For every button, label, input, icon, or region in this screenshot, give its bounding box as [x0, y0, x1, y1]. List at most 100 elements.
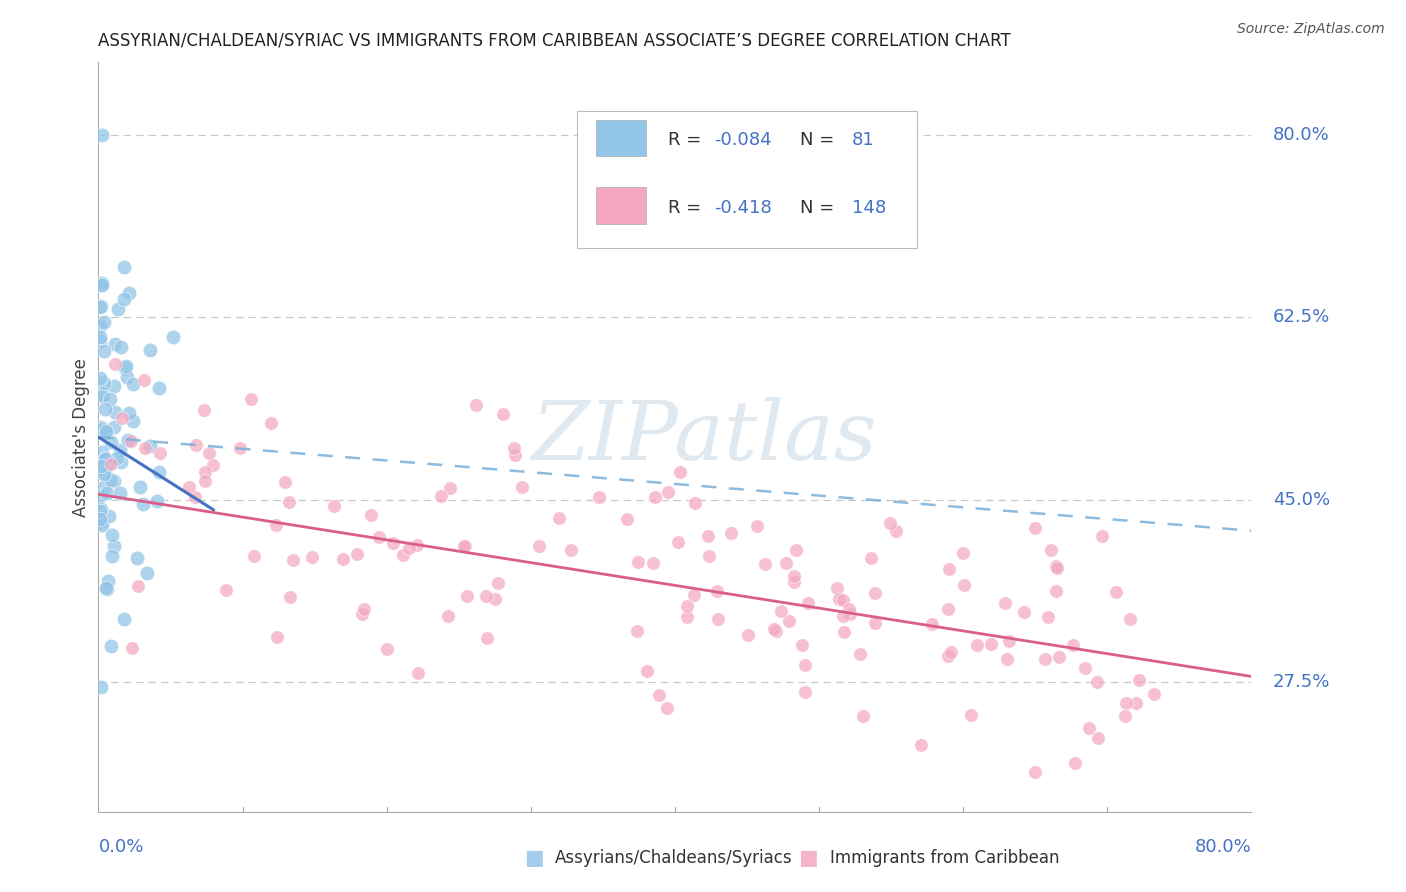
Text: R =: R =	[668, 131, 707, 150]
Point	[93, 480, 115, 494]
Point	[910, 738, 932, 752]
Point	[91, 422, 114, 436]
Point	[1033, 652, 1056, 666]
Point	[193, 403, 215, 417]
Text: 45.0%: 45.0%	[1272, 491, 1330, 508]
Point	[863, 615, 886, 630]
Text: -0.084: -0.084	[714, 131, 772, 150]
Point	[346, 547, 368, 561]
Point	[627, 555, 650, 569]
Point	[139, 343, 162, 357]
Point	[952, 577, 974, 591]
Point	[454, 539, 477, 553]
Point	[136, 566, 159, 581]
Point	[132, 374, 155, 388]
Point	[112, 292, 135, 306]
FancyBboxPatch shape	[576, 112, 917, 248]
Point	[89, 330, 111, 344]
Point	[765, 624, 787, 638]
Point	[94, 451, 117, 466]
Point	[849, 648, 872, 662]
Point	[851, 709, 873, 723]
Point	[91, 276, 114, 290]
Point	[112, 612, 135, 626]
Point	[93, 316, 115, 330]
Point	[486, 576, 509, 591]
Point	[995, 652, 1018, 666]
Point	[1046, 561, 1069, 575]
Point	[103, 420, 125, 434]
Point	[111, 410, 134, 425]
Point	[794, 685, 817, 699]
Point	[96, 581, 118, 595]
Point	[89, 277, 111, 292]
Point	[886, 524, 908, 538]
Point	[1125, 696, 1147, 710]
Point	[93, 343, 115, 358]
Point	[966, 638, 988, 652]
Point	[778, 614, 800, 628]
Point	[1105, 584, 1128, 599]
Point	[93, 450, 115, 465]
Point	[1045, 558, 1067, 573]
Point	[89, 504, 111, 518]
Point	[110, 340, 132, 354]
Point	[453, 540, 475, 554]
Point	[1045, 584, 1067, 599]
Point	[676, 599, 699, 614]
Point	[769, 604, 792, 618]
Point	[484, 592, 506, 607]
Point	[1114, 709, 1136, 723]
Point	[952, 546, 974, 560]
Point	[89, 512, 111, 526]
Point	[91, 444, 114, 458]
Point	[90, 128, 112, 143]
Point	[685, 496, 707, 510]
Text: N =: N =	[800, 131, 841, 150]
Point	[1074, 661, 1097, 675]
Point	[430, 489, 453, 503]
Point	[720, 526, 742, 541]
Point	[797, 596, 820, 610]
Point	[129, 480, 152, 494]
Point	[360, 508, 382, 522]
Point	[398, 541, 420, 555]
Point	[666, 534, 689, 549]
Bar	[596, 187, 647, 224]
Point	[1038, 610, 1060, 624]
Point	[367, 530, 389, 544]
Point	[100, 640, 122, 654]
Point	[863, 586, 886, 600]
Point	[104, 337, 127, 351]
Text: N =: N =	[800, 199, 841, 217]
Point	[122, 414, 145, 428]
Point	[100, 435, 122, 450]
Text: R =: R =	[668, 199, 707, 217]
Point	[110, 455, 132, 469]
Point	[754, 558, 776, 572]
Point	[177, 480, 200, 494]
Point	[89, 334, 111, 348]
Point	[737, 628, 759, 642]
Point	[783, 574, 806, 589]
Point	[1062, 639, 1084, 653]
Point	[89, 462, 111, 476]
Point	[117, 433, 139, 447]
Point	[785, 542, 807, 557]
Point	[108, 442, 131, 457]
Point	[616, 512, 638, 526]
Point	[350, 607, 373, 621]
Point	[90, 389, 112, 403]
Point	[90, 515, 112, 529]
Point	[108, 486, 131, 500]
Point	[381, 536, 404, 550]
Point	[1077, 722, 1099, 736]
Text: 81: 81	[852, 131, 875, 150]
Point	[89, 459, 111, 474]
Point	[229, 441, 252, 455]
Point	[90, 419, 112, 434]
Point	[375, 641, 398, 656]
Point	[93, 466, 115, 480]
Point	[104, 404, 127, 418]
Text: 27.5%: 27.5%	[1272, 673, 1330, 690]
